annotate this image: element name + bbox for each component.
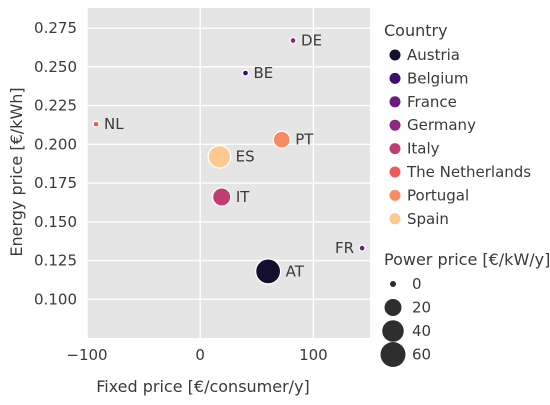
data-points [92,36,366,285]
legend-country-label: Austria [407,46,460,64]
legend-size-marker [390,281,396,287]
legend-size-label: 60 [412,346,431,364]
y-axis-ticks: 0.100 0.125 0.150 0.175 0.200 0.225 0.250 0.275 [34,19,77,308]
legend-size-entries: 0 20 40 60 [380,275,431,367]
point-nl [92,120,100,128]
point-label-fr: FR [335,239,354,257]
legend-country-label: Belgium [407,69,469,87]
legend-marker [389,189,401,201]
point-fr [358,244,366,252]
point-be [241,69,250,77]
x-axis-label: Fixed price [€/consumer/y] [96,377,310,396]
legend-country-label: The Netherlands [406,163,531,181]
legend-size-title: Power price [€/kW/y] [384,250,550,269]
y-tick-label: 0.225 [34,97,77,115]
point-pt [272,130,291,149]
legend-marker [389,166,401,178]
y-tick-label: 0.125 [34,252,77,270]
point-it [211,187,232,207]
point-at [254,258,282,285]
legend-marker [389,213,401,225]
point-label-nl: NL [104,115,124,133]
y-tick-label: 0.200 [34,135,77,153]
plot-area [87,8,370,338]
legend: Country Austria Belgium France Germany Italy… [380,21,550,367]
legend-marker [389,49,401,61]
legend-marker [389,72,401,84]
x-axis-ticks: −100 0 100 [66,346,327,364]
legend-size-label: 20 [412,299,431,317]
point-label-at: AT [286,262,305,280]
legend-size-marker [382,320,404,342]
y-tick-label: 0.100 [34,290,77,308]
point-label-pt: PT [295,131,314,149]
point-de [289,36,297,45]
x-tick-label: 0 [195,346,205,364]
legend-size-label: 0 [412,275,422,293]
legend-marker [389,119,401,131]
legend-country-label: Spain [407,210,449,228]
legend-country-label: France [407,93,457,111]
legend-size-marker [384,299,402,316]
point-label-it: IT [236,188,250,206]
legend-country-entries: Austria Belgium France Germany Italy The Neth… [389,46,531,228]
legend-marker [389,96,401,108]
grid [86,8,370,338]
point-es [207,144,232,169]
legend-country-label: Germany [407,116,476,134]
point-label-de: DE [301,32,322,50]
legend-size-marker [380,342,406,367]
y-tick-label: 0.175 [34,174,77,192]
y-tick-label: 0.150 [34,213,77,231]
y-axis-label: Energy price [€/kWh] [7,87,26,256]
x-tick-label: −100 [66,346,107,364]
legend-country-label: Portugal [407,186,469,204]
legend-marker [389,143,401,155]
legend-size-label: 40 [412,322,431,340]
legend-country-title: Country [384,21,448,40]
point-labels: AT BE FR DE IT NL PT ES [104,32,354,281]
point-label-be: BE [253,64,273,82]
legend-country-label: Italy [407,140,440,158]
y-tick-label: 0.250 [34,58,77,76]
x-tick-label: 100 [299,346,328,364]
y-tick-label: 0.275 [34,19,77,37]
point-label-es: ES [236,148,255,166]
